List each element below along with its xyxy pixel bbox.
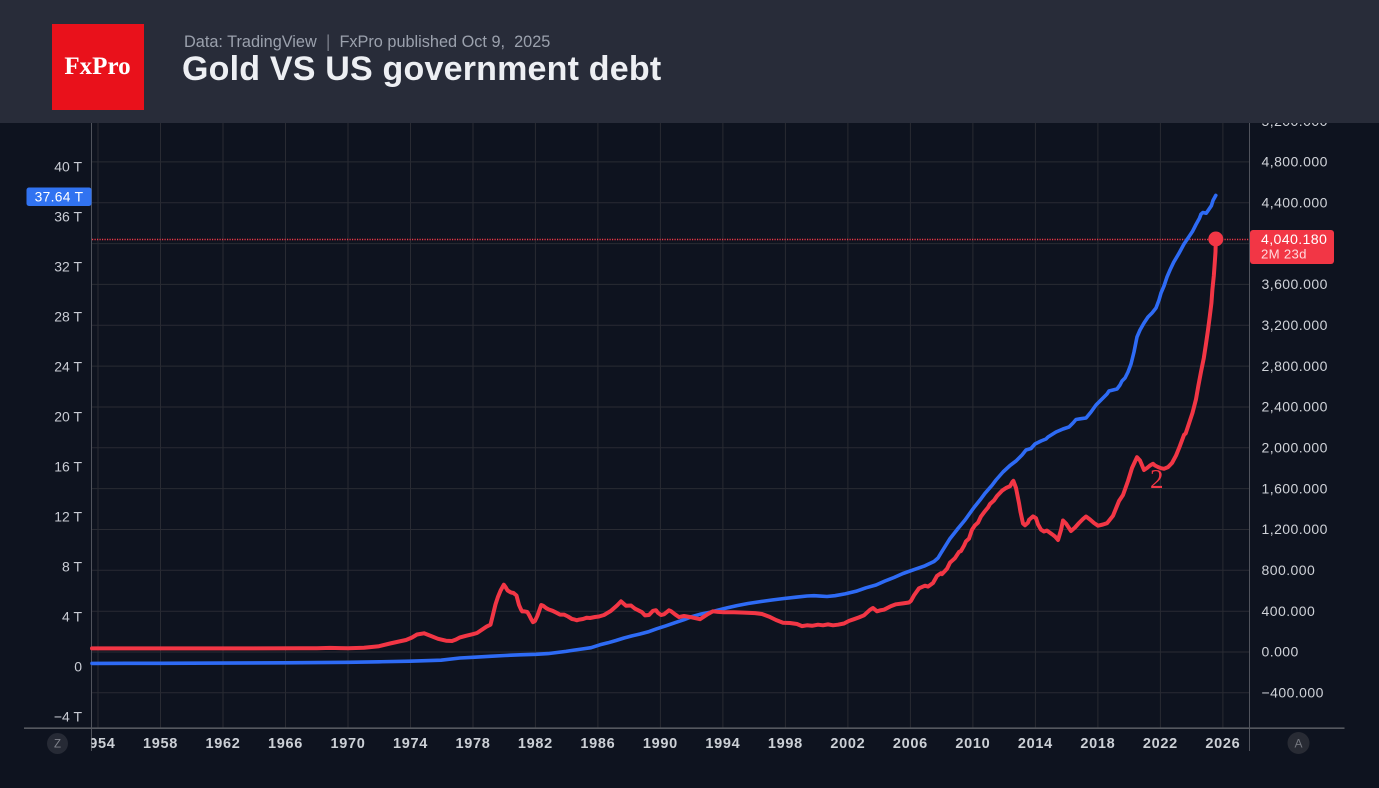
svg-text:2: 2 — [1150, 464, 1164, 494]
svg-text:1998: 1998 — [768, 736, 803, 752]
svg-text:2026: 2026 — [1205, 736, 1240, 752]
svg-text:24 T: 24 T — [54, 359, 82, 375]
svg-text:4 T: 4 T — [62, 609, 82, 625]
svg-text:1,200.000: 1,200.000 — [1262, 521, 1328, 537]
svg-text:2M 23d: 2M 23d — [1261, 247, 1307, 262]
svg-text:2014: 2014 — [1018, 736, 1053, 752]
svg-text:2002: 2002 — [830, 736, 865, 752]
svg-text:−400.000: −400.000 — [1262, 685, 1324, 701]
svg-text:4,040.180: 4,040.180 — [1261, 232, 1327, 248]
svg-text:3,600.000: 3,600.000 — [1262, 276, 1328, 292]
svg-text:8 T: 8 T — [62, 559, 82, 575]
svg-text:1,600.000: 1,600.000 — [1262, 480, 1328, 496]
svg-text:1970: 1970 — [330, 736, 365, 752]
svg-text:37.64 T: 37.64 T — [35, 189, 84, 204]
svg-text:32 T: 32 T — [54, 259, 82, 275]
svg-text:800.000: 800.000 — [1262, 562, 1316, 578]
svg-text:2010: 2010 — [955, 736, 990, 752]
svg-text:0: 0 — [74, 659, 82, 675]
svg-text:1974: 1974 — [393, 736, 428, 752]
svg-text:2,000.000: 2,000.000 — [1262, 440, 1328, 456]
svg-text:4,800.000: 4,800.000 — [1262, 154, 1328, 170]
svg-text:A: A — [1294, 736, 1302, 750]
svg-text:2,800.000: 2,800.000 — [1262, 358, 1328, 374]
svg-text:12 T: 12 T — [54, 509, 82, 525]
svg-text:1986: 1986 — [580, 736, 615, 752]
svg-text:2022: 2022 — [1143, 736, 1178, 752]
svg-text:1962: 1962 — [205, 736, 240, 752]
svg-text:16 T: 16 T — [54, 459, 82, 475]
svg-text:28 T: 28 T — [54, 309, 82, 325]
svg-text:400.000: 400.000 — [1262, 603, 1316, 619]
svg-text:1982: 1982 — [518, 736, 553, 752]
svg-text:2018: 2018 — [1080, 736, 1115, 752]
svg-text:40 T: 40 T — [54, 159, 82, 175]
svg-text:4,400.000: 4,400.000 — [1262, 195, 1328, 211]
svg-text:Z: Z — [54, 739, 61, 751]
svg-text:1978: 1978 — [455, 736, 490, 752]
svg-text:1966: 1966 — [268, 736, 303, 752]
svg-text:3,200.000: 3,200.000 — [1262, 317, 1328, 333]
svg-text:0.000: 0.000 — [1262, 644, 1299, 660]
svg-text:36 T: 36 T — [54, 209, 82, 225]
svg-text:2006: 2006 — [893, 736, 928, 752]
svg-text:2,400.000: 2,400.000 — [1262, 399, 1328, 415]
svg-text:1954: 1954 — [80, 736, 115, 752]
svg-text:1994: 1994 — [705, 736, 740, 752]
svg-text:1990: 1990 — [643, 736, 678, 752]
svg-text:−4 T: −4 T — [54, 709, 83, 725]
svg-text:1958: 1958 — [143, 736, 178, 752]
svg-text:20 T: 20 T — [54, 409, 82, 425]
